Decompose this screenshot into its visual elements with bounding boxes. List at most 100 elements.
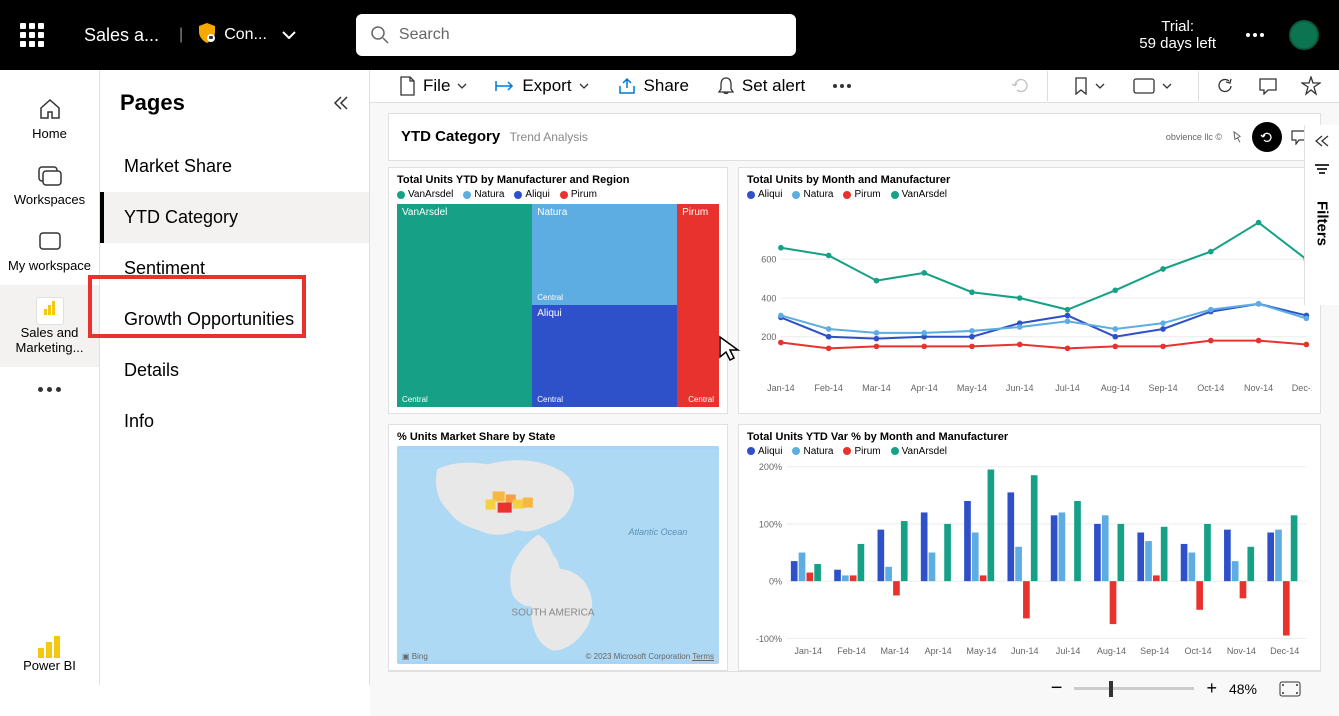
filters-pane-collapsed[interactable]: Filters: [1304, 125, 1339, 305]
svg-text:-100%: -100%: [756, 634, 782, 644]
svg-text:Apr-14: Apr-14: [925, 646, 952, 656]
file-button[interactable]: File: [388, 70, 477, 102]
svg-text:0%: 0%: [769, 576, 782, 586]
svg-text:Oct-14: Oct-14: [1197, 383, 1224, 393]
page-item[interactable]: YTD Category: [100, 192, 369, 243]
page-item[interactable]: Info: [100, 396, 369, 447]
overflow-menu[interactable]: [1246, 33, 1264, 37]
svg-text:Jul-14: Jul-14: [1055, 383, 1080, 393]
line-chart-body: 200400600Jan-14Feb-14Mar-14Apr-14May-14J…: [747, 204, 1312, 407]
alert-button[interactable]: Set alert: [707, 70, 815, 102]
bookmark-icon: [1074, 77, 1088, 95]
workspaces-icon: [37, 165, 63, 187]
report-canvas: YTD Category Trend Analysis obvience llc…: [370, 103, 1339, 716]
viz-title: Total Units by Month and Manufacturer: [747, 174, 1312, 186]
legend: AliquiNaturaPirumVanArsdel: [747, 189, 1312, 200]
view-icon: [1133, 78, 1155, 94]
zoom-slider[interactable]: [1074, 687, 1194, 690]
trial-status[interactable]: Trial: 59 days left: [1139, 18, 1216, 52]
chevron-down-icon: [579, 83, 589, 89]
export-button[interactable]: Export: [485, 70, 598, 102]
expand-icon: [1315, 135, 1329, 147]
top-bar: Sales a... | Con... Search Trial: 59 day…: [0, 0, 1339, 70]
file-icon: [398, 76, 416, 96]
bell-icon: [717, 76, 735, 96]
svg-text:Nov-14: Nov-14: [1244, 383, 1273, 393]
svg-text:Feb-14: Feb-14: [837, 646, 866, 656]
comment-icon[interactable]: [1258, 77, 1278, 95]
svg-text:Nov-14: Nov-14: [1227, 646, 1256, 656]
zoom-percent: 48%: [1229, 681, 1257, 697]
zoom-in-button[interactable]: +: [1206, 678, 1217, 699]
svg-text:Aug-14: Aug-14: [1101, 383, 1130, 393]
filters-label: Filters: [1314, 201, 1331, 246]
map-visual[interactable]: % Units Market Share by State Atlantic O…: [388, 424, 728, 671]
svg-text:Jun-14: Jun-14: [1006, 383, 1034, 393]
svg-text:Mar-14: Mar-14: [862, 383, 891, 393]
nav-workspaces[interactable]: Workspaces: [0, 153, 99, 219]
attribution: obvience llc ©: [1166, 132, 1222, 142]
powerbi-icon: [38, 636, 62, 658]
refresh-icon[interactable]: [1215, 76, 1235, 96]
svg-text:400: 400: [761, 293, 776, 303]
shield-icon: [198, 23, 216, 48]
nav-powerbi[interactable]: Power BI: [0, 624, 99, 685]
app-title[interactable]: Sales a...: [84, 25, 159, 46]
nav-my-workspace[interactable]: My workspace: [0, 219, 99, 285]
treemap-visual[interactable]: Total Units YTD by Manufacturer and Regi…: [388, 167, 728, 414]
map-body: Atlantic Ocean SOUTH AMERICA ▣ Bing © 20…: [397, 446, 719, 664]
chevron-down-icon: [1162, 83, 1172, 89]
viz-title: % Units Market Share by State: [397, 431, 719, 443]
report-title: YTD Category: [401, 128, 500, 145]
my-workspace-icon: [38, 231, 62, 253]
svg-text:SOUTH AMERICA: SOUTH AMERICA: [511, 607, 594, 618]
page-item[interactable]: Market Share: [100, 141, 369, 192]
bar-chart-visual[interactable]: Total Units YTD Var % by Month and Manuf…: [738, 424, 1321, 671]
search-input[interactable]: Search: [356, 14, 796, 56]
svg-text:Sep-14: Sep-14: [1148, 383, 1177, 393]
bookmark-button[interactable]: [1064, 71, 1115, 101]
chevron-down-icon: [457, 83, 467, 89]
legend: VanArsdelNaturaAliquiPirum: [397, 189, 719, 200]
zoom-out-button[interactable]: −: [1051, 677, 1063, 700]
nav-home[interactable]: Home: [0, 85, 99, 153]
app-launcher-icon[interactable]: [20, 23, 44, 47]
view-button[interactable]: [1123, 72, 1182, 100]
left-nav: Home Workspaces My workspace Sales and M…: [0, 70, 100, 685]
svg-text:Dec-14: Dec-14: [1270, 646, 1299, 656]
svg-text:Mar-14: Mar-14: [881, 646, 910, 656]
pin-icon[interactable]: [1230, 130, 1244, 144]
page-item[interactable]: Growth Opportunities: [100, 294, 369, 345]
svg-text:Dec-14: Dec-14: [1292, 383, 1312, 393]
share-button[interactable]: Share: [607, 70, 699, 102]
search-icon: [371, 26, 389, 44]
page-item[interactable]: Details: [100, 345, 369, 396]
legend: AliquiNaturaPirumVanArsdel: [747, 446, 1312, 457]
reset-visual-button[interactable]: [1252, 122, 1282, 152]
fit-page-icon[interactable]: [1279, 681, 1301, 697]
svg-text:100%: 100%: [759, 519, 782, 529]
nav-more[interactable]: [38, 387, 61, 392]
nav-sales-marketing[interactable]: Sales and Marketing...: [0, 285, 99, 367]
export-icon: [495, 79, 515, 93]
home-icon: [38, 97, 62, 121]
svg-text:600: 600: [761, 255, 776, 265]
svg-text:Aug-14: Aug-14: [1097, 646, 1126, 656]
sensitivity-label: Con...: [224, 26, 267, 44]
line-chart-visual[interactable]: Total Units by Month and Manufacturer Al…: [738, 167, 1321, 414]
bar-chart-body: 200%100%0%-100%Jan-14Feb-14Mar-14Apr-14M…: [747, 461, 1312, 664]
collapse-icon[interactable]: [333, 96, 349, 110]
svg-text:Atlantic Ocean: Atlantic Ocean: [627, 527, 687, 537]
star-icon[interactable]: [1301, 76, 1321, 96]
pages-panel: Pages Market ShareYTD CategorySentimentG…: [100, 70, 370, 685]
page-item[interactable]: Sentiment: [100, 243, 369, 294]
toolbar-more[interactable]: [823, 74, 861, 98]
report-subtitle: Trend Analysis: [510, 130, 588, 144]
reset-icon[interactable]: [1011, 76, 1031, 96]
avatar[interactable]: [1289, 20, 1319, 50]
viz-title: Total Units YTD Var % by Month and Manuf…: [747, 431, 1312, 443]
svg-text:Jun-14: Jun-14: [1011, 646, 1039, 656]
sensitivity-dropdown[interactable]: Con...: [198, 23, 296, 48]
svg-text:Jul-14: Jul-14: [1056, 646, 1081, 656]
filter-icon: [1314, 162, 1330, 176]
